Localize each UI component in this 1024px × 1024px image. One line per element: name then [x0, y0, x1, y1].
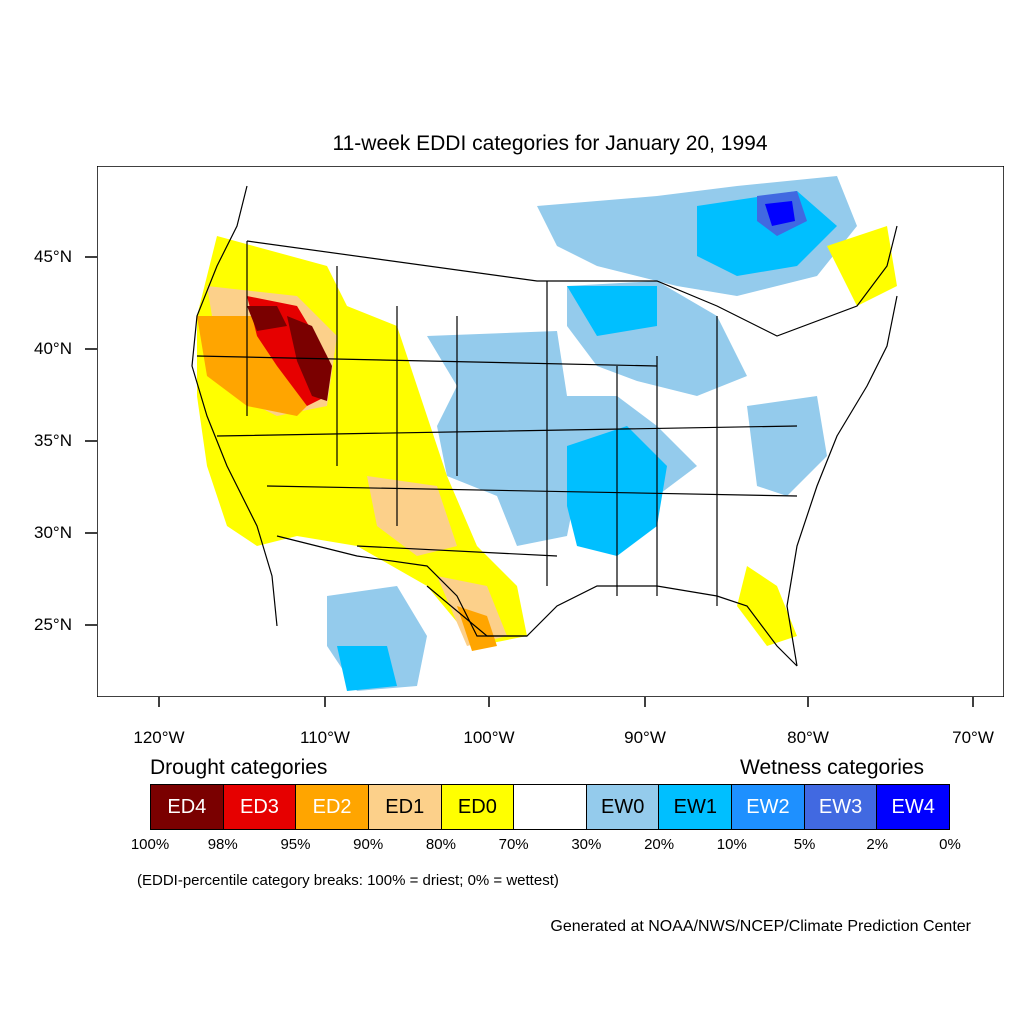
dry-region-ed4-nw [247, 306, 287, 331]
legend-break-label: 5% [793, 836, 816, 853]
coastline-west [191, 185, 278, 627]
us-canada-border [246, 225, 898, 337]
legend-break-label: 2% [866, 836, 889, 853]
chart-title: 11-week EDDI categories for January 20, … [332, 132, 768, 155]
wetter-region-mexico [337, 646, 397, 691]
state-line-2 [196, 355, 798, 557]
legend-break-label: 80% [425, 836, 456, 853]
wetter-region-lakes [567, 286, 657, 336]
lat-ticks [85, 256, 97, 626]
legend-cell-ew1: EW1 [659, 785, 733, 829]
legend-cell-ew4: EW4 [877, 785, 950, 829]
legend-break-label: 0% [939, 836, 961, 853]
legend-break-label: 98% [207, 836, 238, 853]
eddi-map [97, 166, 1004, 697]
map-panel [97, 166, 1004, 697]
wet-region-east [747, 396, 827, 496]
dry-region-ne [827, 226, 897, 306]
legend-break-label: 70% [498, 836, 529, 853]
legend-cell-neutral [514, 785, 587, 829]
dry-region-ed1-sw [367, 476, 457, 556]
lon-label-90: 90°W [624, 728, 666, 747]
legend-cell-ed2: ED2 [296, 785, 369, 829]
lat-label-45: 45°N [34, 247, 72, 266]
legend-cell-ew0: EW0 [586, 785, 660, 829]
dry-region-se [737, 566, 797, 646]
legend-break-label: 100% [130, 836, 170, 853]
legend-break-label: 10% [716, 836, 747, 853]
wettest-core-quebec [765, 201, 795, 226]
lon-label-80: 80°W [787, 728, 829, 747]
lon-label-70: 70°W [952, 728, 994, 747]
wetness-heading: Wetness categories [740, 756, 925, 779]
legend-cell-ed4: ED4 [151, 785, 224, 829]
legend-colorbar: ED4 ED3 ED2 ED1 ED0 EW0 EW1 EW2 EW3 EW4 [150, 784, 950, 830]
legend-cell-ed3: ED3 [223, 785, 297, 829]
legend-break-label: 95% [280, 836, 311, 853]
lon-ticks [158, 697, 974, 707]
coastline-east [786, 295, 898, 667]
legend-cell-ed1: ED1 [368, 785, 442, 829]
lat-label-40: 40°N [34, 339, 72, 358]
lat-label-25: 25°N [34, 615, 72, 634]
category-note: (EDDI-percentile category breaks: 100% =… [137, 872, 559, 889]
lat-label-30: 30°N [34, 523, 72, 542]
legend-break-label: 20% [644, 836, 675, 853]
us-mexico-border [276, 535, 527, 637]
lon-label-100: 100°W [463, 728, 515, 747]
credit-line: Generated at NOAA/NWS/NCEP/Climate Predi… [550, 918, 971, 935]
lon-label-110: 110°W [300, 728, 350, 747]
legend-break-label: 30% [571, 836, 602, 853]
legend-cell-ew3: EW3 [804, 785, 878, 829]
drought-heading: Drought categories [150, 756, 328, 779]
boundaries [191, 185, 898, 667]
lon-label-120: 120°W [133, 728, 185, 747]
legend-cell-ew2: EW2 [732, 785, 805, 829]
legend-break-label: 90% [353, 836, 384, 853]
legend-cell-ed0: ED0 [441, 785, 515, 829]
lat-label-35: 35°N [34, 431, 72, 450]
state-line-1 [246, 241, 718, 606]
